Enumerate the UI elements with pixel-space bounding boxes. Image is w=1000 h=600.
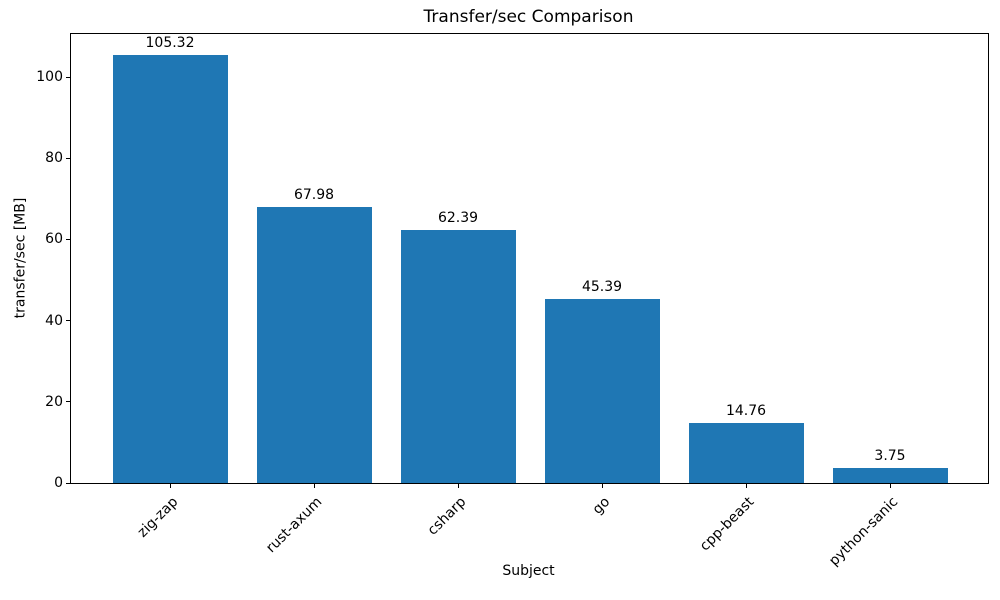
bar-value-label: 67.98 — [293, 187, 335, 204]
y-tick-mark — [66, 238, 70, 240]
y-tick-label: 60 — [45, 231, 63, 248]
bar-value-label: 105.32 — [145, 35, 195, 52]
chart-title: Transfer/sec Comparison — [423, 7, 634, 27]
x-tick-mark — [745, 484, 747, 488]
bar — [400, 229, 516, 483]
x-tick-label: csharp — [424, 494, 470, 539]
y-tick-mark — [66, 482, 70, 484]
bar — [544, 298, 660, 483]
y-tick-label: 100 — [36, 69, 63, 86]
y-tick-mark — [66, 157, 70, 159]
x-tick-mark — [313, 484, 315, 488]
x-tick-mark — [601, 484, 603, 488]
bar — [688, 423, 804, 483]
bar-value-label: 62.39 — [437, 209, 479, 226]
x-tick-label: go — [589, 494, 614, 518]
x-axis-label: Subject — [502, 563, 555, 579]
y-tick-mark — [66, 401, 70, 403]
y-axis-label: transfer/sec [MB] — [12, 197, 29, 318]
x-tick-mark — [889, 484, 891, 488]
bar — [256, 207, 372, 483]
y-tick-label: 0 — [54, 475, 63, 491]
x-tick-label: rust-axum — [263, 494, 326, 557]
x-tick-label: zig-zap — [134, 494, 182, 541]
bar — [832, 467, 948, 483]
plot-area: 0 20 40 60 80 100 105.32 zig-zap 67.98 rust-axum 6… — [36, 33, 989, 569]
y-axis-label-wrap: transfer/sec [MB] — [8, 33, 32, 482]
bar-value-label: 3.75 — [874, 447, 906, 464]
bar-value-label: 14.76 — [725, 403, 767, 420]
bar-value-label: 45.39 — [581, 278, 623, 295]
y-tick-label: 80 — [45, 150, 63, 167]
bar — [112, 55, 228, 483]
x-tick-mark — [169, 484, 171, 488]
y-tick-label: 20 — [45, 393, 63, 410]
x-tick-label: python-sanic — [826, 494, 902, 570]
y-tick-mark — [66, 76, 70, 78]
x-tick-label: cpp-beast — [696, 494, 758, 555]
x-tick-mark — [457, 484, 459, 488]
y-tick-mark — [66, 320, 70, 322]
y-tick-label: 40 — [45, 312, 63, 329]
